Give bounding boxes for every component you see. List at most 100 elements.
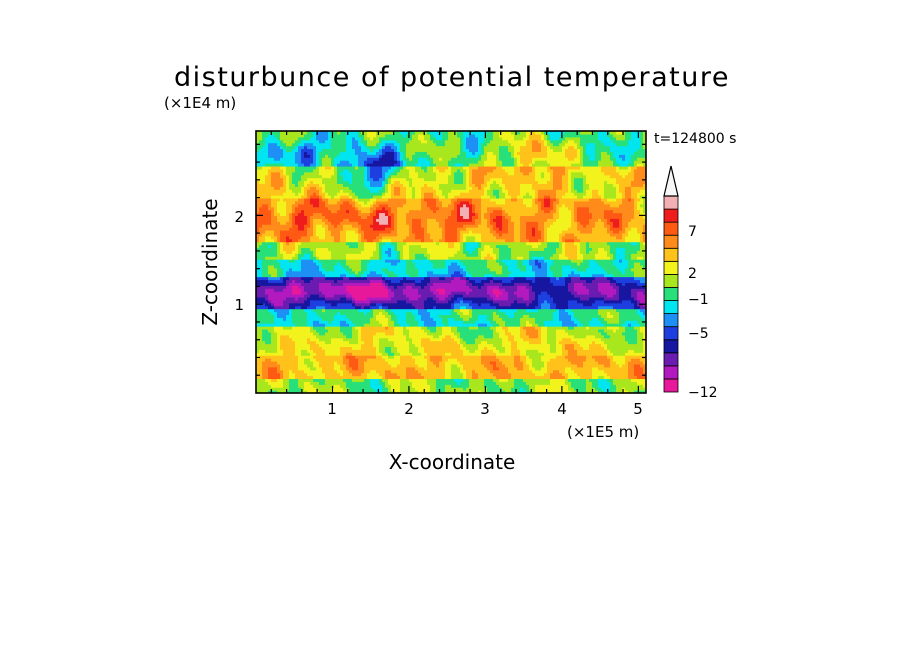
field-cell [292,180,299,184]
field-cell [466,369,473,374]
field-cell [340,160,350,164]
field-cell [301,247,311,251]
field-cell [388,285,395,289]
field-cell [586,177,617,182]
field-cell [415,253,425,257]
field-cell [499,253,512,257]
field-cell [271,337,278,342]
field-cell [574,294,608,298]
field-cell [391,174,410,179]
field-cell [490,294,497,298]
field-cell [295,157,302,161]
field-cell [358,363,365,368]
field-cell [454,276,461,281]
field-cell [358,154,380,158]
field-cell [463,296,488,301]
field-cell [589,221,596,225]
field-cell [598,384,611,388]
field-cell [544,197,551,202]
field-cell [409,253,416,257]
field-cell [577,148,581,152]
field-cell [505,209,539,214]
field-cell [622,387,626,391]
field-cell [352,180,365,184]
field-cell [361,372,368,377]
field-cell [595,259,614,263]
field-cell [286,390,302,393]
field-cell [394,131,401,135]
field-cell [466,227,491,231]
field-cell [547,244,560,249]
field-cell [286,206,293,211]
field-cell [433,157,440,161]
field-cell [529,296,536,301]
field-cell [394,224,398,228]
field-cell [550,224,572,228]
field-cell [598,381,611,385]
field-cell [400,355,413,359]
field-cell [601,218,608,222]
field-cell [268,154,284,158]
field-cell [502,209,506,214]
field-cell [517,259,524,263]
field-cell [610,174,623,179]
field-cell [313,320,320,324]
field-cell [340,221,359,225]
field-cell [262,264,269,269]
field-cell [625,247,641,251]
field-cell [280,375,284,380]
field-cell [349,209,359,214]
field-cell [280,145,284,150]
field-cell [325,323,341,327]
field-cell [478,372,494,377]
field-cell [313,148,317,152]
field-cell [427,218,437,222]
field-cell [574,215,578,219]
field-cell [403,331,410,336]
field-cell [421,279,431,283]
field-cell [529,163,533,167]
field-cell [508,294,518,298]
field-cell [631,218,646,222]
field-cell [298,285,305,289]
field-cell [619,326,626,330]
field-cell [541,203,545,208]
field-cell [586,285,599,289]
field-cell [334,163,338,167]
field-cell [598,218,602,222]
field-cell [301,235,311,240]
field-cell [340,131,347,135]
field-cell [283,148,287,152]
field-cell [304,253,311,257]
field-cell [427,165,434,170]
field-cell [256,235,260,240]
field-cell [448,299,455,304]
field-cell [484,180,488,184]
field-cell [307,232,314,237]
field-cell [298,256,302,260]
field-cell [628,323,632,327]
field-cell [361,148,371,152]
field-cell [559,308,566,313]
field-cell [433,186,440,190]
field-cell [433,139,446,144]
field-cell [520,148,533,152]
field-cell [544,133,548,138]
field-cell [466,273,473,278]
field-cell [568,189,572,193]
field-cell [601,331,608,336]
field-cell [481,145,485,150]
field-cell [571,218,575,222]
field-cell [325,381,347,385]
field-cell [535,366,542,371]
field-cell [442,189,452,193]
field-cell [337,177,344,182]
field-cell [286,221,293,225]
field-cell [388,180,392,184]
field-cell [598,133,608,138]
field-cell [628,163,635,167]
field-cell [337,165,356,170]
field-cell [277,238,281,243]
field-cell [433,133,443,138]
field-cell [556,276,560,281]
